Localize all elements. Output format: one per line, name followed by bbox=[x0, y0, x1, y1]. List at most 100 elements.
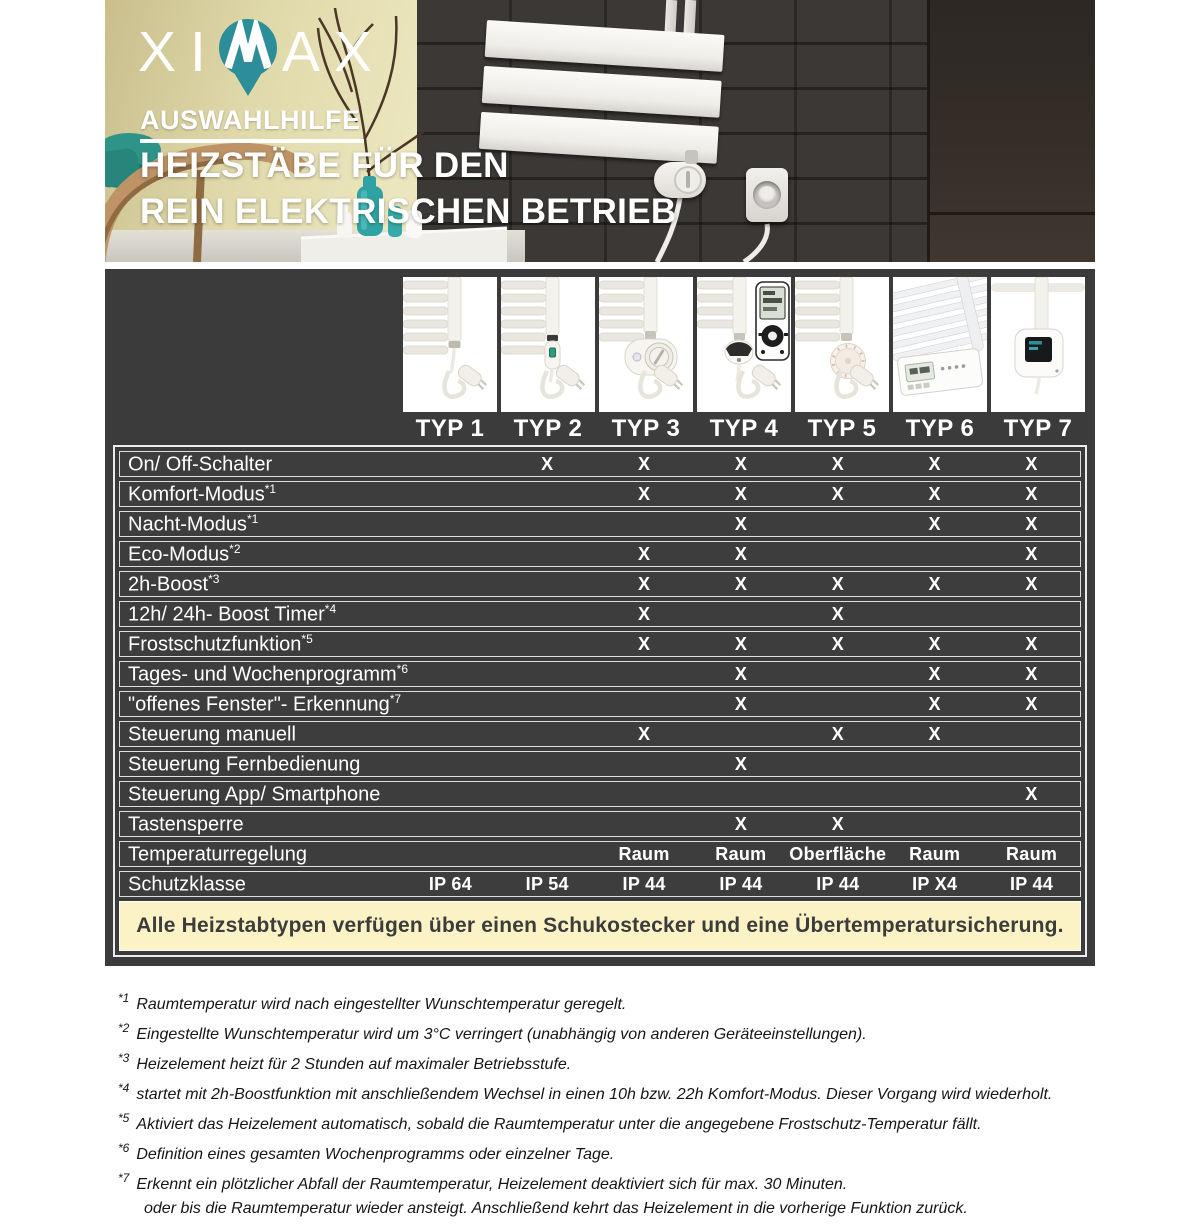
feature-value-typ-5: X bbox=[789, 634, 886, 655]
feature-label: Schutzklasse bbox=[120, 872, 402, 897]
feature-label: Tastensperre bbox=[120, 812, 402, 837]
typ6-radiator-control-panel-image bbox=[893, 277, 987, 412]
feature-value-typ-5: X bbox=[789, 484, 886, 505]
feature-value-typ-1: IP 64 bbox=[402, 874, 499, 895]
typ2-heating-rod-switch-image bbox=[501, 277, 595, 412]
product-cell-typ-5 bbox=[793, 277, 891, 412]
brand-text-xi: XI bbox=[138, 16, 220, 88]
footnote-continuation: oder bis die Raumtemperatur wieder anste… bbox=[118, 1200, 1093, 1217]
footnote-marker: *6 bbox=[118, 1141, 129, 1155]
feature-value-typ-6: Raum bbox=[886, 844, 983, 865]
feature-value-typ-7: X bbox=[983, 454, 1080, 475]
feature-label: Komfort-Modus*1 bbox=[120, 482, 402, 507]
feature-value-typ-4: X bbox=[693, 754, 790, 775]
feature-value-typ-4: X bbox=[693, 634, 790, 655]
feature-value-typ-6: X bbox=[886, 694, 983, 715]
feature-value-typ-6: X bbox=[886, 634, 983, 655]
feature-label: On/ Off-Schalter bbox=[120, 452, 402, 477]
footnote-marker: *4 bbox=[118, 1081, 129, 1095]
feature-value-typ-6: IP X4 bbox=[886, 874, 983, 895]
feature-value-typ-6: X bbox=[886, 574, 983, 595]
feature-value-typ-7: IP 44 bbox=[983, 874, 1080, 895]
brand-m-pin-icon bbox=[216, 18, 280, 98]
footnote-text: Heizelement heizt für 2 Stunden auf maxi… bbox=[136, 1056, 571, 1073]
feature-value-typ-3: X bbox=[596, 604, 693, 625]
product-cell-typ-3 bbox=[597, 277, 695, 412]
feature-label: Steuerung App/ Smartphone bbox=[120, 782, 402, 807]
type-label-typ-4: TYP 4 bbox=[695, 412, 793, 443]
feature-value-typ-4: Raum bbox=[692, 844, 789, 865]
feature-value-typ-4: X bbox=[693, 814, 790, 835]
hero-title: HEIZSTÄBE FÜR DEN REIN ELEKTRISCHEN BETR… bbox=[140, 143, 676, 235]
feature-label: Steuerung Fernbedienung bbox=[120, 752, 402, 777]
footnote-text: Aktiviert das Heizelement automatisch, s… bbox=[136, 1116, 981, 1133]
feature-value-typ-4: X bbox=[693, 694, 790, 715]
type-label-typ-2: TYP 2 bbox=[499, 412, 597, 443]
product-cell-typ-4 bbox=[695, 277, 793, 412]
feature-value-typ-6: X bbox=[886, 454, 983, 475]
brand-logo: XI AX bbox=[138, 16, 386, 98]
footnote-marker: *5 bbox=[118, 1111, 129, 1125]
feature-value-typ-7: X bbox=[983, 544, 1080, 565]
feature-value-typ-3: X bbox=[596, 544, 693, 565]
footnote-7: *7 Erkennt ein plötzlicher Abfall der Rau… bbox=[118, 1170, 1093, 1193]
feature-label: 2h-Boost*3 bbox=[120, 572, 402, 597]
note-banner: Alle Heizstabtypen verfügen über einen S… bbox=[119, 901, 1081, 951]
hero-banner: XI AX AUSWAHLHILFE HEIZSTÄBE FÜR DEN REI… bbox=[105, 0, 1095, 262]
wall-socket-photo bbox=[746, 168, 788, 222]
feature-value-typ-4: X bbox=[693, 544, 790, 565]
typ7-heating-rod-smartbox-image bbox=[991, 277, 1085, 412]
tagline: AUSWAHLHILFE bbox=[140, 105, 364, 143]
feature-value-typ-5: X bbox=[789, 814, 886, 835]
feature-value-typ-4: X bbox=[693, 574, 790, 595]
footnote-text: Definition eines gesamten Wochenprogramm… bbox=[136, 1146, 614, 1163]
feature-value-typ-7: X bbox=[983, 634, 1080, 655]
feature-value-typ-7: X bbox=[983, 514, 1080, 535]
hero-title-line1: HEIZSTÄBE FÜR DEN bbox=[140, 143, 676, 189]
feature-value-typ-4: X bbox=[693, 664, 790, 685]
footnote-text: Eingestellte Wunschtemperatur wird um 3°… bbox=[136, 1026, 866, 1043]
product-cell-typ-2 bbox=[499, 277, 597, 412]
feature-value-typ-7: X bbox=[983, 694, 1080, 715]
feature-label: Steuerung manuell bbox=[120, 722, 402, 747]
feature-value-typ-3: IP 44 bbox=[596, 874, 693, 895]
feature-label: Frostschutzfunktion*5 bbox=[120, 632, 402, 657]
feature-value-typ-3: X bbox=[596, 454, 693, 475]
feature-value-typ-5: X bbox=[789, 454, 886, 475]
product-image-strip bbox=[113, 277, 1087, 412]
feature-value-typ-3: X bbox=[596, 634, 693, 655]
type-label-typ-7: TYP 7 bbox=[989, 412, 1087, 443]
feature-row: Steuerung App/ Smartphone X bbox=[119, 781, 1081, 807]
feature-label: 12h/ 24h- Boost Timer*4 bbox=[120, 602, 402, 627]
feature-value-typ-5: X bbox=[789, 724, 886, 745]
feature-value-typ-5: X bbox=[789, 574, 886, 595]
footnote-marker: *7 bbox=[118, 1171, 129, 1185]
feature-label: Eco-Modus*2 bbox=[120, 542, 402, 567]
hero-title-line2: REIN ELEKTRISCHEN BETRIEB bbox=[140, 189, 676, 235]
footnote-text: Erkennt ein plötzlicher Abfall der Raumt… bbox=[136, 1176, 847, 1193]
feature-value-typ-7: X bbox=[983, 784, 1080, 805]
type-label-typ-5: TYP 5 bbox=[793, 412, 891, 443]
typ3-heating-rod-thermostat-image bbox=[599, 277, 693, 412]
footnote-marker: *2 bbox=[118, 1021, 129, 1035]
feature-value-typ-4: X bbox=[693, 514, 790, 535]
feature-value-typ-3: X bbox=[596, 724, 693, 745]
control-dial-icon bbox=[674, 166, 702, 194]
type-label-typ-3: TYP 3 bbox=[597, 412, 695, 443]
feature-value-typ-4: IP 44 bbox=[693, 874, 790, 895]
